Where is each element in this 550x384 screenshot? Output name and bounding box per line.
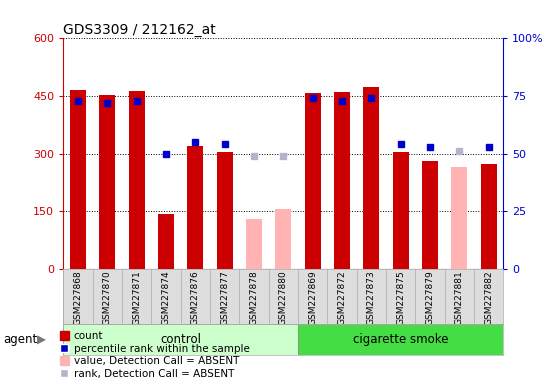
Bar: [246, 219, 262, 269]
Bar: [305, 93, 321, 269]
Text: GSM227879: GSM227879: [425, 270, 435, 325]
Text: GSM227872: GSM227872: [337, 270, 346, 325]
Text: control: control: [160, 333, 201, 346]
Bar: [451, 167, 468, 269]
Text: GSM227880: GSM227880: [279, 270, 288, 325]
Bar: [158, 214, 174, 269]
Bar: [63, 324, 298, 355]
Bar: [129, 91, 145, 269]
Text: agent: agent: [3, 333, 37, 346]
Bar: [275, 209, 292, 269]
Bar: [363, 87, 379, 269]
Text: GSM227871: GSM227871: [132, 270, 141, 325]
Text: GSM227869: GSM227869: [308, 270, 317, 325]
Text: GSM227877: GSM227877: [220, 270, 229, 325]
Text: GSM227881: GSM227881: [455, 270, 464, 325]
Text: GSM227882: GSM227882: [484, 270, 493, 325]
Bar: [422, 161, 438, 269]
Bar: [334, 92, 350, 269]
Text: GSM227873: GSM227873: [367, 270, 376, 325]
Bar: [99, 95, 116, 269]
Text: GSM227874: GSM227874: [161, 270, 170, 325]
Bar: [481, 164, 497, 269]
Text: cigarette smoke: cigarette smoke: [353, 333, 448, 346]
Text: ▶: ▶: [37, 333, 46, 346]
Text: GSM227868: GSM227868: [73, 270, 82, 325]
Text: GDS3309 / 212162_at: GDS3309 / 212162_at: [63, 23, 216, 37]
Text: GSM227875: GSM227875: [396, 270, 405, 325]
Bar: [217, 152, 233, 269]
Text: GSM227878: GSM227878: [249, 270, 258, 325]
Text: GSM227876: GSM227876: [191, 270, 200, 325]
Legend: count, percentile rank within the sample, value, Detection Call = ABSENT, rank, : count, percentile rank within the sample…: [60, 331, 250, 379]
Bar: [187, 146, 204, 269]
Bar: [393, 152, 409, 269]
Text: GSM227870: GSM227870: [103, 270, 112, 325]
Bar: [298, 324, 503, 355]
Bar: [70, 90, 86, 269]
